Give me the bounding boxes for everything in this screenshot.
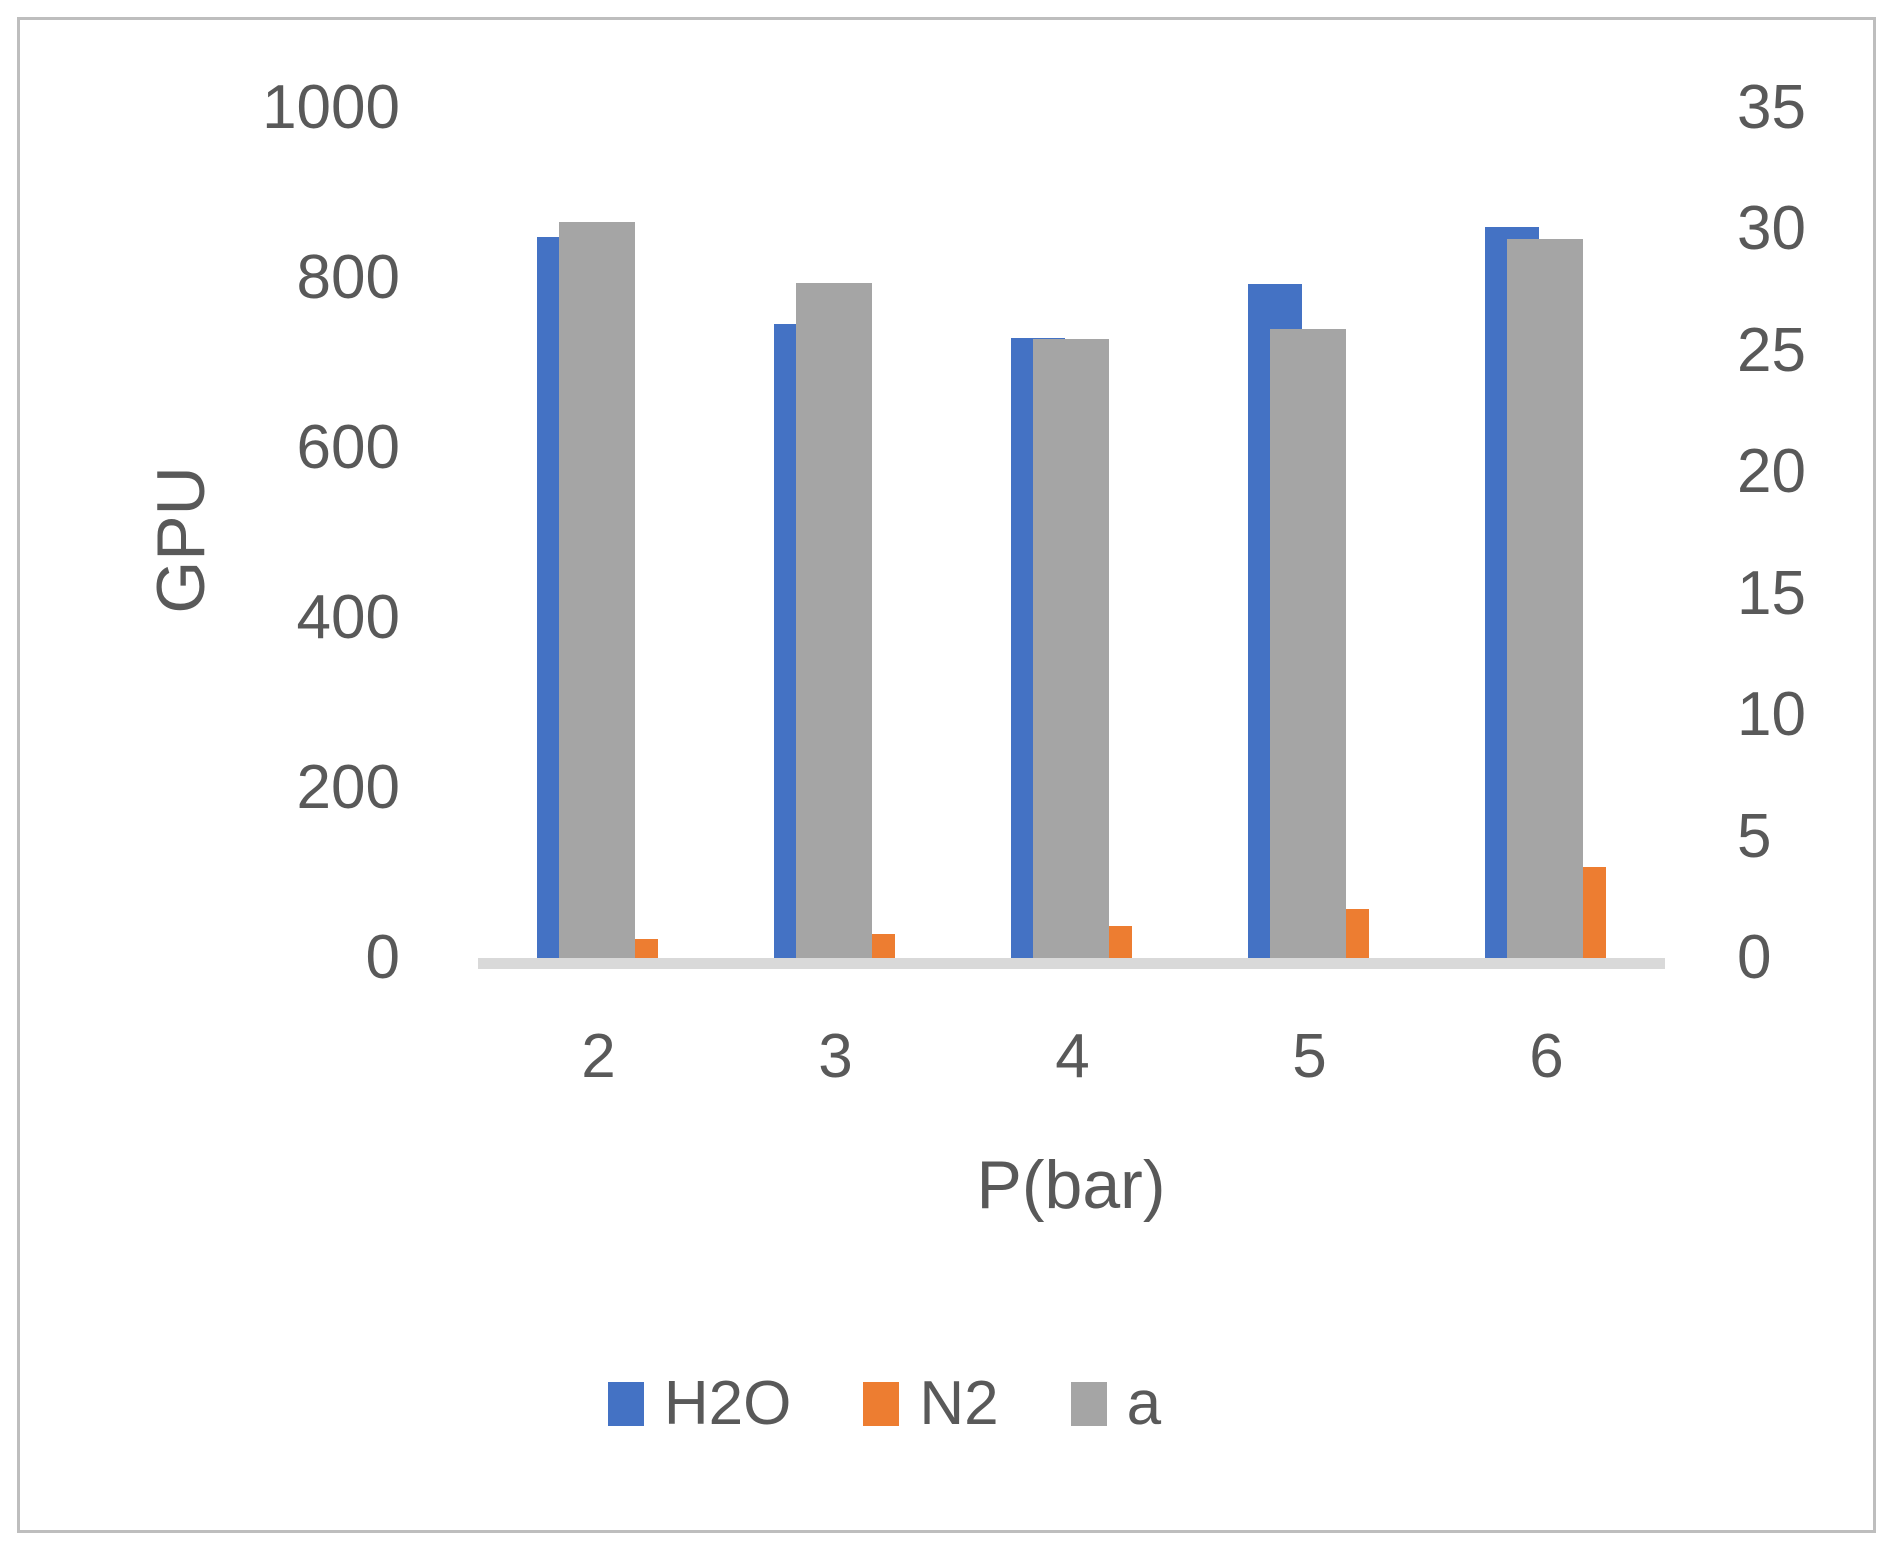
right-axis-tick-label: 0 [1737,923,1772,992]
left-axis-tick-label: 600 [296,413,400,482]
left-axis-tick-label: 200 [296,753,400,822]
legend-item-a: a [1070,1369,1162,1438]
legend-label-n2: N2 [919,1369,999,1438]
bar-a [1270,329,1346,958]
x-axis-tick-label: 3 [818,1022,853,1091]
legend-item-h2o: H2O [607,1369,792,1438]
bar-n2 [872,933,895,958]
bar-n2 [635,938,658,958]
right-axis-tick-label: 25 [1737,315,1806,385]
bar-n2 [1346,909,1369,958]
right-axis-tick-label: 35 [1737,73,1806,142]
legend-swatch-h2o [607,1382,644,1426]
left-axis-tick-label: 800 [296,243,400,312]
legend-label-a: a [1126,1369,1162,1438]
left-axis-tick-label: 400 [296,583,400,652]
chart-border [17,17,1876,1533]
right-axis-tick-label: 20 [1737,437,1806,507]
legend-label-h2o: H2O [663,1369,792,1438]
x-axis-tick-label: 5 [1292,1022,1327,1091]
right-axis-tick-label: 30 [1737,194,1806,264]
bar-n2 [1583,866,1606,958]
bar-a [1033,338,1109,958]
bar-a [559,222,635,958]
x-axis-tick-label: 2 [581,1022,616,1091]
right-axis-tick-label: 10 [1737,680,1806,750]
legend-swatch-a [1070,1382,1107,1426]
legend: H2O N2 a [0,1358,1831,1450]
bar-a [1507,239,1583,958]
bar-n2 [1109,926,1132,958]
x-axis-tick-label: 4 [1055,1022,1090,1091]
x-axis-title: P(bar) [976,1147,1166,1223]
right-axis-tick-label: 15 [1737,558,1806,628]
legend-item-n2: N2 [863,1369,999,1438]
right-axis-tick-label: 5 [1737,801,1772,871]
legend-swatch-n2 [863,1382,900,1426]
x-axis-line [478,958,1665,969]
x-axis-tick-label: 6 [1529,1022,1564,1091]
left-axis-tick-label: 1000 [262,73,400,142]
bar-a [796,282,872,958]
left-axis-tick-label: 0 [365,923,400,992]
